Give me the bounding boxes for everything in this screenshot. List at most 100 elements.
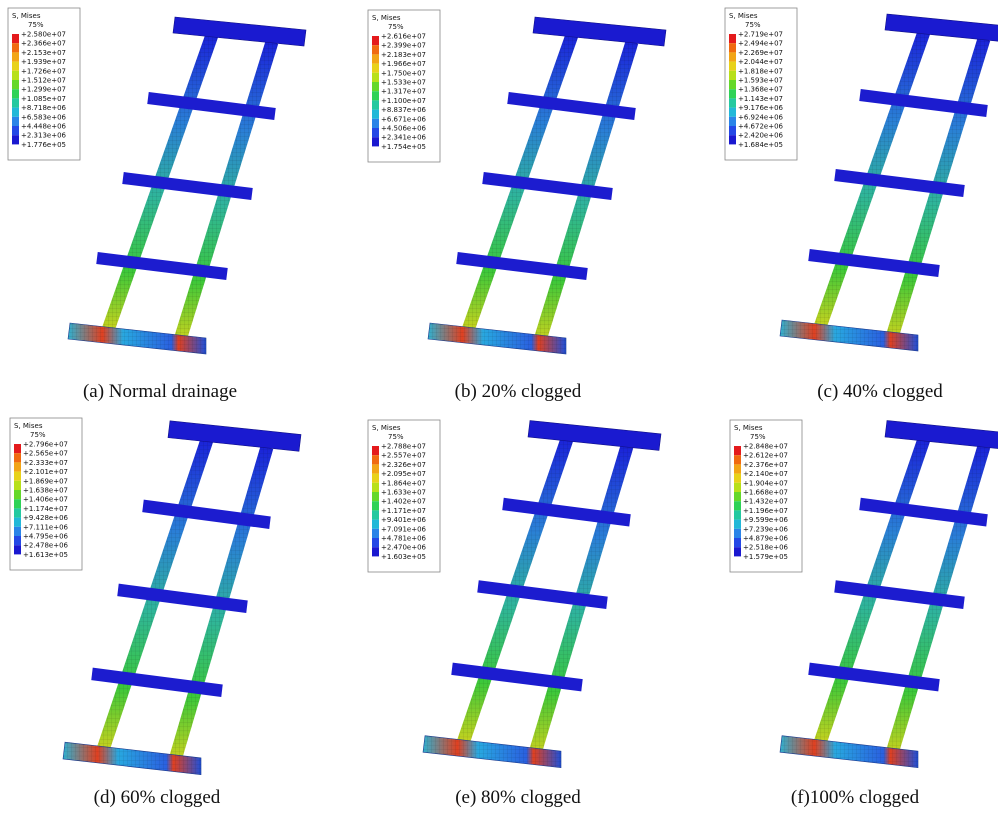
legend-swatch	[729, 34, 736, 43]
legend-swatch	[372, 492, 379, 501]
legend-subtitle: 75%	[28, 21, 44, 29]
legend: S, Mises75%+2.616e+07+2.399e+07+2.183e+0…	[368, 10, 440, 162]
legend-label: +6.924e+06	[738, 113, 784, 121]
legend-swatch	[729, 52, 736, 61]
legend-label: +1.939e+07	[21, 58, 66, 66]
legend: S, Mises75%+2.848e+07+2.612e+07+2.376e+0…	[730, 420, 802, 572]
legend-swatch	[12, 80, 19, 89]
legend-label: +2.557e+07	[381, 452, 426, 460]
legend-swatch	[372, 54, 379, 63]
legend-label: +2.788e+07	[381, 443, 426, 451]
legend-label: +2.796e+07	[23, 441, 68, 449]
legend-swatch	[734, 547, 741, 556]
legend-label: +2.420e+06	[738, 132, 784, 140]
caption: (d) 60% clogged	[94, 787, 221, 808]
legend-title: S, Mises	[729, 12, 758, 20]
legend-swatch	[14, 545, 21, 554]
legend-label: +1.684e+05	[738, 141, 783, 149]
legend-swatch	[734, 483, 741, 492]
legend: S, Mises75%+2.788e+07+2.557e+07+2.326e+0…	[368, 420, 440, 572]
legend-label: +2.269e+07	[738, 49, 783, 57]
caption: (e) 80% clogged	[455, 787, 581, 808]
legend-label: +1.638e+07	[23, 487, 68, 495]
top-beam	[533, 17, 666, 46]
ladder-model	[423, 421, 661, 768]
panel: S, Mises75%+2.788e+07+2.557e+07+2.326e+0…	[368, 420, 661, 808]
legend-label: +2.101e+07	[23, 468, 68, 476]
legend-label: +2.153e+07	[21, 49, 66, 57]
legend-label: +1.869e+07	[23, 477, 68, 485]
legend-swatch	[729, 135, 736, 144]
legend-swatch	[372, 446, 379, 455]
legend-swatch	[372, 36, 379, 45]
legend-label: +1.579e+05	[743, 553, 788, 561]
panel: S, Mises75%+2.616e+07+2.399e+07+2.183e+0…	[368, 10, 666, 402]
legend-title: S, Mises	[372, 14, 401, 22]
legend-subtitle: 75%	[745, 21, 761, 29]
ladder-model	[780, 421, 998, 768]
panel: S, Mises75%+2.580e+07+2.366e+07+2.153e+0…	[8, 8, 306, 402]
legend-swatch	[14, 518, 21, 527]
legend-label: +1.299e+07	[21, 86, 66, 94]
legend-title: S, Mises	[14, 422, 43, 430]
panel: S, Mises75%+2.796e+07+2.565e+07+2.333e+0…	[10, 418, 301, 808]
legend-swatch	[14, 490, 21, 499]
legend-label: +1.317e+07	[381, 88, 426, 96]
legend-swatch	[729, 98, 736, 107]
legend-label: +1.143e+07	[738, 95, 783, 103]
legend-swatch	[12, 135, 19, 144]
legend-swatch	[734, 510, 741, 519]
legend-swatch	[734, 538, 741, 547]
legend-swatch	[372, 483, 379, 492]
legend-label: +6.671e+06	[381, 115, 427, 123]
legend-label: +1.174e+07	[23, 505, 68, 513]
legend-label: +2.612e+07	[743, 452, 788, 460]
legend-label: +2.333e+07	[23, 459, 68, 467]
legend-label: +7.239e+06	[743, 525, 789, 533]
legend-swatch	[12, 108, 19, 117]
legend-swatch	[729, 108, 736, 117]
legend-swatch	[729, 89, 736, 98]
legend-label: +1.726e+07	[21, 67, 66, 75]
legend-subtitle: 75%	[388, 23, 404, 31]
legend-swatch	[372, 119, 379, 128]
legend-swatch	[372, 455, 379, 464]
legend-swatch	[372, 82, 379, 91]
legend-swatch	[12, 71, 19, 80]
legend-swatch	[372, 501, 379, 510]
legend-swatch	[372, 64, 379, 73]
legend-swatch	[14, 444, 21, 453]
legend-swatch	[14, 453, 21, 462]
ladder-model	[63, 421, 301, 775]
legend-label: +1.754e+05	[381, 143, 426, 151]
legend-swatch	[372, 137, 379, 146]
legend-label: +4.448e+06	[21, 123, 67, 131]
legend-label: +8.718e+06	[21, 104, 67, 112]
legend-label: +2.044e+07	[738, 58, 783, 66]
legend-label: +4.795e+06	[23, 533, 69, 541]
legend-label: +2.719e+07	[738, 31, 783, 39]
legend-swatch	[12, 126, 19, 135]
legend-label: +2.376e+07	[743, 461, 788, 469]
legend-label: +2.366e+07	[21, 40, 66, 48]
legend-swatch	[734, 492, 741, 501]
legend-swatch	[12, 34, 19, 43]
legend-label: +7.111e+06	[23, 523, 69, 531]
legend-swatch	[729, 80, 736, 89]
legend-swatch	[14, 499, 21, 508]
legend-swatch	[372, 547, 379, 556]
legend-label: +1.085e+07	[21, 95, 66, 103]
legend-label: +4.672e+06	[738, 123, 784, 131]
legend-label: +1.818e+07	[738, 67, 783, 75]
legend-swatch	[372, 538, 379, 547]
legend-label: +2.494e+07	[738, 40, 783, 48]
legend-swatch	[372, 91, 379, 100]
legend-swatch	[372, 100, 379, 109]
legend-swatch	[14, 481, 21, 490]
legend-swatch	[729, 126, 736, 135]
legend-swatch	[372, 45, 379, 54]
legend-swatch	[729, 117, 736, 126]
ladder-model	[68, 17, 306, 354]
legend-label: +2.565e+07	[23, 450, 68, 458]
legend-swatch	[734, 455, 741, 464]
